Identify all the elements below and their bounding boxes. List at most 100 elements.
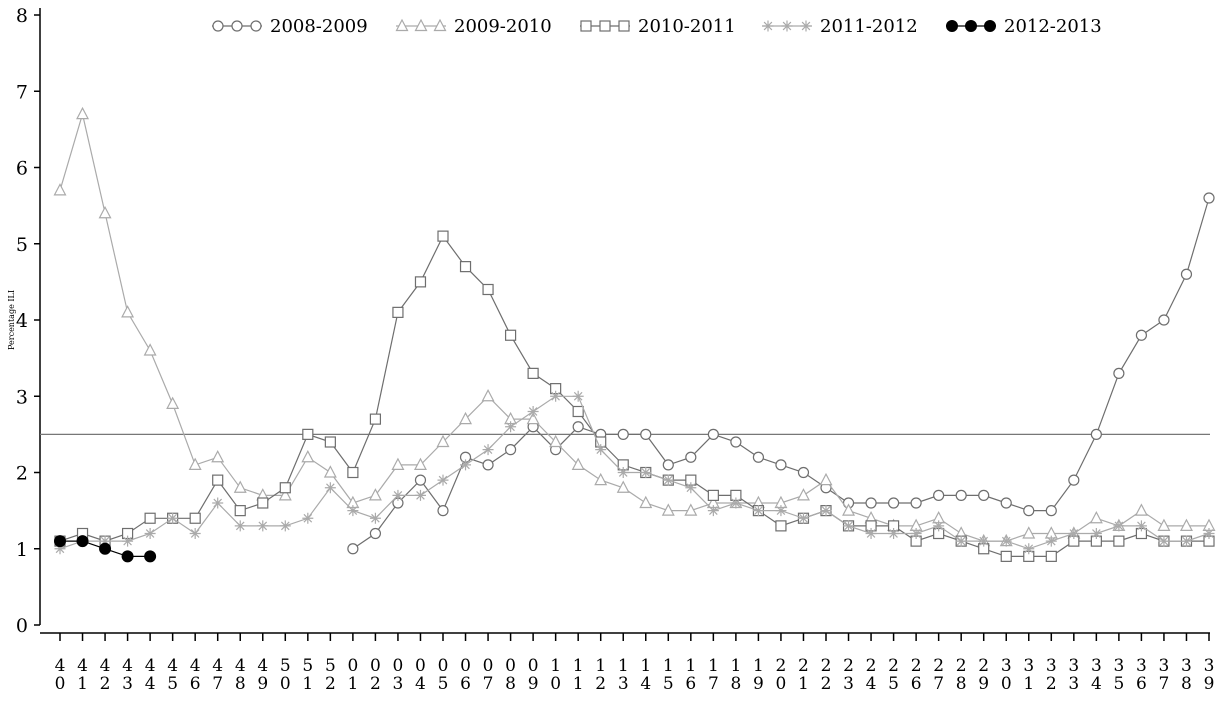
data-point-2011-2012	[505, 421, 517, 433]
data-point-2011-2012	[1203, 528, 1215, 539]
data-point-2010-2011	[392, 306, 404, 318]
data-point-2010-2011	[279, 482, 291, 494]
y-tick-label: 4	[16, 310, 28, 332]
data-point-2009-2010	[368, 488, 382, 501]
y-ticks: 0 1 2 3 4 5 6 7 8	[16, 5, 40, 637]
data-point-2008-2009	[640, 428, 652, 440]
data-point-2009-2010	[571, 457, 585, 470]
data-point-2011-2012	[955, 535, 967, 547]
x-ticks: 4 0 4 1 4 2 4 3 4 4 4 5 4 6 4 7 4 8 4 9 5 0 5 1 5 2 0 1 0 2 0 3 0 4 0 5 0 6 0 7…	[55, 633, 1215, 694]
legend-marker	[231, 20, 243, 32]
data-point-2011-2012	[189, 528, 201, 539]
data-point-2008-2009	[482, 459, 494, 471]
y-axis-label: Percentage ILI	[7, 290, 16, 350]
data-point-2011-2012	[1135, 520, 1147, 532]
legend-item-2008-2009: 2008-2009	[212, 16, 368, 37]
legend-marker	[433, 18, 447, 32]
data-point-2011-2012	[324, 482, 336, 494]
legend-marker	[395, 18, 409, 32]
data-point-2009-2010	[391, 457, 405, 470]
data-point-2009-2010	[684, 503, 698, 516]
series-2009-2010	[53, 106, 1216, 547]
data-point-2011-2012	[843, 520, 855, 532]
y-tick-label: 7	[16, 81, 28, 103]
data-point-2008-2009	[1180, 268, 1193, 280]
data-point-2009-2010	[549, 434, 563, 448]
data-point-2011-2012	[257, 520, 269, 532]
legend-item-2011-2012: 2011-2012	[762, 16, 918, 37]
data-point-2009-2010	[323, 465, 337, 478]
data-point-2011-2012	[1090, 528, 1102, 539]
data-point-2010-2011	[144, 512, 156, 524]
legend-marker	[984, 20, 996, 32]
data-point-2010-2011	[189, 512, 201, 524]
data-point-2008-2009	[572, 421, 584, 433]
data-point-2008-2009	[1158, 314, 1170, 326]
legend-marker	[800, 20, 812, 32]
y-tick-label: 0	[16, 615, 28, 637]
data-point-2010-2011	[369, 413, 382, 425]
data-point-2011-2012	[279, 520, 291, 532]
y-tick-label: 3	[16, 386, 28, 408]
data-point-2010-2011	[324, 436, 336, 448]
legend-marker	[250, 20, 262, 32]
data-point-2008-2009	[707, 428, 719, 440]
series-line-2011-2012	[59, 395, 1210, 550]
data-point-2011-2012	[527, 406, 539, 417]
data-point-2008-2009	[1000, 497, 1012, 509]
data-point-2010-2011	[775, 520, 787, 532]
data-point-2008-2009	[730, 436, 742, 448]
data-point-2010-2011	[504, 329, 517, 341]
data-point-2009-2010	[188, 457, 202, 470]
data-point-2011-2012	[1000, 535, 1012, 547]
data-point-2011-2012	[234, 520, 246, 532]
data-point-2011-2012	[302, 512, 314, 524]
data-point-2011-2012	[1113, 520, 1125, 532]
data-point-2011-2012	[685, 482, 697, 494]
data-point-2011-2012	[1023, 543, 1035, 555]
data-point-2009-2010	[211, 449, 225, 463]
data-point-2011-2012	[99, 535, 111, 547]
legend-marker	[965, 20, 977, 32]
series-line-2009-2010	[59, 111, 1209, 542]
data-point-2009-2010	[1089, 510, 1103, 524]
data-point-2008-2009	[662, 459, 674, 471]
data-point-2008-2009	[369, 527, 382, 540]
data-point-2010-2011	[212, 474, 224, 486]
data-point-2009-2010	[796, 488, 810, 501]
data-point-2009-2010	[121, 305, 135, 318]
data-point-2008-2009	[887, 497, 900, 509]
data-point-2009-2010	[98, 205, 112, 219]
data-point-2012-2013	[144, 550, 157, 563]
data-point-2011-2012	[414, 489, 426, 501]
series-2010-2011	[54, 230, 1215, 562]
y-tick-label: 1	[16, 539, 28, 561]
data-point-2011-2012	[617, 467, 629, 478]
legend-item-2010-2011: 2010-2011	[580, 16, 736, 37]
